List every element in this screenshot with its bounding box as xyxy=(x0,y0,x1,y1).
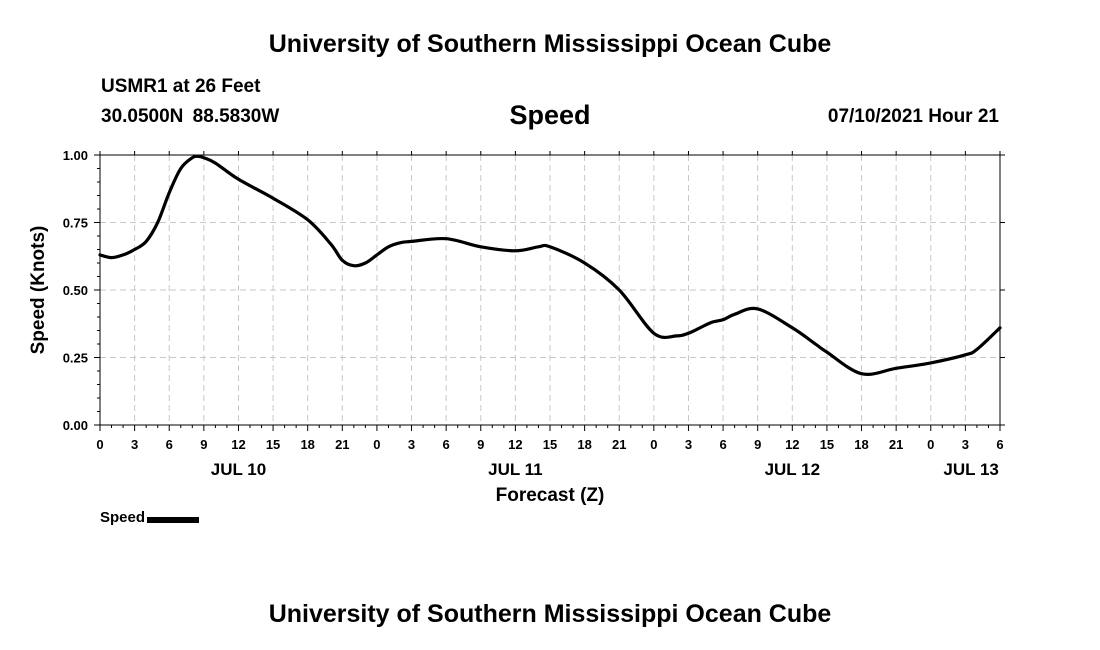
legend: Speed xyxy=(100,509,200,526)
x-tick-label: 18 xyxy=(854,437,868,452)
x-tick-label: 18 xyxy=(577,437,591,452)
forecast-datetime: 07/10/2021 Hour 21 xyxy=(827,106,999,127)
x-tick-label: 21 xyxy=(612,437,626,452)
x-tick-label: 3 xyxy=(962,437,969,452)
x-tick-label: 9 xyxy=(200,437,207,452)
y-tick-label: 0.25 xyxy=(63,351,88,366)
x-tick-label: 9 xyxy=(754,437,761,452)
station-label: USMR1 at 26 Feet xyxy=(101,76,261,97)
x-tick-label: 12 xyxy=(231,437,245,452)
x-tick-label: 6 xyxy=(719,437,726,452)
x-tick-label: 21 xyxy=(889,437,903,452)
y-tick-label: 0.50 xyxy=(63,283,88,298)
x-tick-label: 15 xyxy=(820,437,834,452)
coordinates-label: 30.0500N 88.5830W xyxy=(101,106,280,127)
x-axis-title: Forecast (Z) xyxy=(496,485,605,506)
date-label: JUL 11 xyxy=(488,460,543,479)
y-tick-label: 0.00 xyxy=(63,418,88,433)
variable-title: Speed xyxy=(509,100,591,130)
x-tick-label: 6 xyxy=(996,437,1003,452)
x-tick-label: 15 xyxy=(543,437,557,452)
x-tick-label: 12 xyxy=(785,437,799,452)
x-tick-label: 9 xyxy=(477,437,484,452)
x-tick-label: 3 xyxy=(408,437,415,452)
x-tick-label: 0 xyxy=(927,437,934,452)
chart-title-bottom: University of Southern Mississippi Ocean… xyxy=(268,600,832,628)
y-tick-label: 1.00 xyxy=(63,148,88,163)
speed-series-line xyxy=(98,154,1002,376)
x-tick-label: 0 xyxy=(373,437,380,452)
x-tick-label: 0 xyxy=(650,437,657,452)
date-label: JUL 13 xyxy=(943,460,998,479)
x-tick-label: 3 xyxy=(685,437,692,452)
date-label: JUL 10 xyxy=(211,460,266,479)
chart-title-top: University of Southern Mississippi Ocean… xyxy=(268,30,832,58)
x-tick-label: 18 xyxy=(300,437,314,452)
y-tick-label: 0.75 xyxy=(63,216,88,231)
x-tick-label: 21 xyxy=(335,437,349,452)
x-tick-label: 6 xyxy=(166,437,173,452)
x-tick-label: 6 xyxy=(443,437,450,452)
x-tick-label: 15 xyxy=(266,437,280,452)
x-tick-label: 0 xyxy=(96,437,103,452)
date-label: JUL 12 xyxy=(765,460,820,479)
y-axis-title: Speed (Knots) xyxy=(28,226,49,355)
x-tick-label: 3 xyxy=(131,437,138,452)
x-tick-label: 12 xyxy=(508,437,522,452)
legend-swatch xyxy=(147,516,200,523)
legend-label: Speed xyxy=(100,509,146,526)
